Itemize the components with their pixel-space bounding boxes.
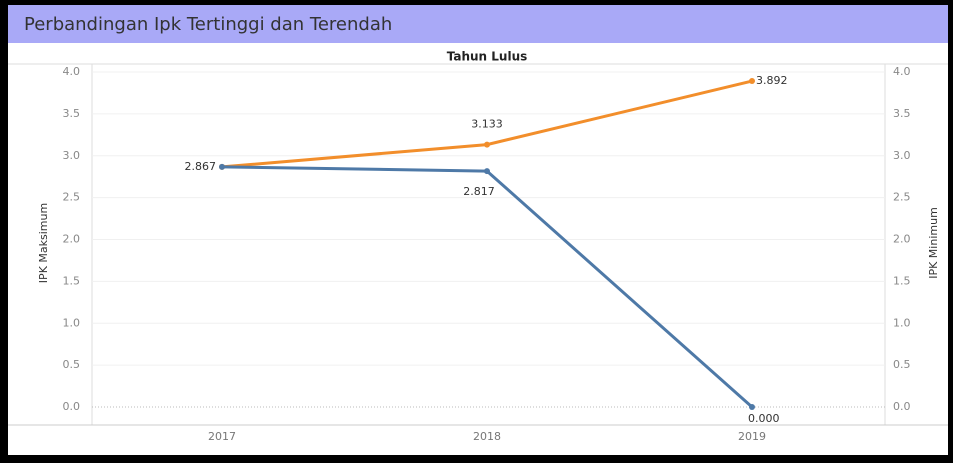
y-tick-label: 1.0 [63,316,81,329]
y2-tick-label: 0.0 [893,400,911,413]
x-tick-label: 2018 [473,430,501,443]
y2-tick-label: 2.0 [893,233,911,246]
y2-tick-label: 1.5 [893,274,911,287]
y-tick-label: 1.5 [63,274,81,287]
data-label: 2.867 [185,160,217,173]
y-tick-label: 0.0 [63,400,81,413]
canvas [8,5,948,455]
y-tick-label: 0.5 [63,358,81,371]
y2-tick-label: 2.5 [893,191,911,204]
y2-tick-label: 0.5 [893,358,911,371]
y-tick-label: 4.0 [63,65,81,78]
y2-tick-label: 1.0 [893,316,911,329]
y2-axis-title: IPK Minimum [927,207,940,279]
data-label: 0.000 [748,412,780,425]
data-label: 3.892 [756,74,788,87]
data-label: 2.817 [463,185,495,198]
y-tick-label: 3.0 [63,149,81,162]
y2-tick-label: 3.5 [893,107,911,120]
y-tick-label: 2.5 [63,191,81,204]
x-tick-label: 2019 [738,430,766,443]
data-label: 3.133 [471,118,503,131]
point [749,404,755,410]
title-bar [8,5,948,43]
point [484,141,490,148]
point [484,168,490,175]
y-tick-label: 3.5 [63,107,81,120]
y-axis-title: IPK Maksimum [37,203,50,283]
y-tick-label: 2.0 [63,233,81,246]
dashboard-title: Perbandingan Ipk Tertinggi dan Terendah [24,14,392,35]
x-tick-label: 2017 [208,430,236,443]
point [749,78,755,85]
column-header: Tahun Lulus [447,50,528,64]
y2-tick-label: 3.0 [893,149,911,162]
y2-tick-label: 4.0 [893,65,911,78]
point [219,163,225,170]
